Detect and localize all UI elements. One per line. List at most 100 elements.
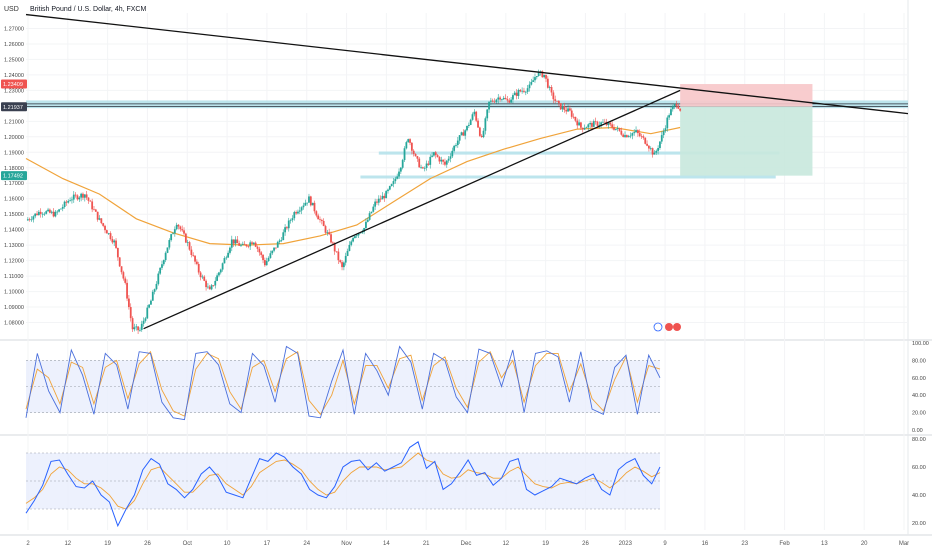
candle-body	[422, 167, 424, 169]
candle-body	[105, 230, 108, 234]
candle-body	[607, 122, 610, 126]
candle-body	[45, 211, 48, 214]
candle-body	[240, 244, 242, 246]
y-tick-label: 1.08000	[4, 321, 24, 327]
candle-body	[227, 252, 230, 258]
x-tick-label: 2023	[619, 541, 633, 547]
candle-body	[653, 152, 656, 155]
candle-body	[184, 233, 187, 243]
candle-body	[355, 235, 358, 237]
candle-body	[559, 103, 562, 110]
candle-body	[251, 242, 253, 245]
candle-body	[596, 121, 599, 126]
x-tick-label: Dec	[461, 541, 472, 547]
x-tick-label: 9	[663, 541, 667, 547]
candle-body	[398, 171, 400, 177]
candle-body	[350, 241, 353, 245]
position-target-zone[interactable]	[680, 106, 813, 176]
y-tick-label: 1.26000	[4, 42, 24, 48]
candle-body	[194, 255, 196, 262]
candle-body	[611, 124, 614, 128]
candle-body	[427, 163, 430, 165]
flag-icon[interactable]	[665, 323, 673, 331]
candle-body	[603, 121, 606, 123]
candle-body	[162, 260, 165, 265]
candle-body	[640, 135, 643, 137]
candle-body	[199, 272, 202, 278]
rsi-y-tick: 20.00	[912, 521, 926, 527]
x-tick-label: Mar	[899, 541, 909, 547]
x-tick-label: Feb	[779, 541, 790, 547]
candle-body	[374, 201, 377, 207]
x-tick-label: Oct	[183, 541, 193, 547]
candle-body	[482, 130, 485, 138]
x-tick-label: 16	[702, 541, 709, 547]
candle-body	[589, 123, 592, 125]
candle-body	[78, 197, 81, 200]
candle-body	[326, 232, 329, 233]
candle-body	[208, 286, 211, 290]
candle-body	[625, 135, 628, 138]
candle-body	[377, 198, 380, 203]
candle-body	[341, 262, 343, 268]
candle-body	[649, 148, 652, 149]
candle-body	[513, 92, 516, 96]
candle-body	[346, 250, 349, 256]
x-tick-label: 26	[144, 541, 151, 547]
candle-body	[526, 88, 529, 92]
y-tick-label: 1.11000	[4, 274, 23, 280]
flag-icon[interactable]	[673, 323, 681, 331]
candle-body	[499, 97, 501, 100]
candle-body	[392, 181, 395, 185]
candle-body	[616, 128, 619, 129]
candle-body	[576, 120, 579, 126]
descending-resistance-trendline[interactable]	[25, 13, 909, 115]
candle-body	[515, 92, 518, 96]
candle-body	[142, 320, 145, 324]
candle-body	[677, 105, 680, 109]
candle-body	[232, 239, 235, 244]
candle-body	[478, 127, 481, 136]
candle-body	[324, 226, 327, 233]
candle-body	[205, 280, 207, 288]
candle-body	[144, 318, 147, 321]
candle-body	[488, 101, 490, 110]
candle-body	[484, 118, 487, 131]
y-tick-label: 1.21000	[4, 119, 24, 125]
candle-body	[587, 124, 590, 128]
candle-body	[252, 242, 255, 245]
candle-body	[140, 323, 143, 330]
candle-body	[467, 124, 470, 126]
target-price-badge-text: 1.17492	[3, 174, 23, 180]
support-zone-1[interactable]	[378, 151, 780, 155]
candle-body	[122, 272, 125, 279]
candle-body	[98, 218, 101, 220]
candle-body	[440, 159, 443, 162]
resistance-zone[interactable]	[26, 100, 908, 109]
candle-body	[648, 145, 650, 149]
candle-body	[495, 99, 498, 103]
event-icon[interactable]	[653, 322, 663, 332]
candle-body	[569, 108, 571, 111]
y-tick-label: 1.18000	[4, 166, 24, 172]
candle-body	[218, 272, 220, 276]
candle-body	[546, 78, 549, 88]
candle-body	[528, 84, 531, 89]
candle-body	[67, 200, 70, 203]
candle-body	[47, 209, 49, 212]
support-zone-2[interactable]	[360, 175, 776, 179]
candle-body	[622, 134, 625, 137]
candle-body	[188, 242, 191, 250]
candle-body	[254, 242, 257, 247]
candle-body	[161, 264, 163, 268]
candle-body	[519, 89, 522, 92]
candle-body	[195, 261, 198, 264]
ascending-support-trendline[interactable]	[143, 89, 681, 330]
candle-body	[56, 211, 59, 213]
candle-body	[532, 80, 535, 82]
candle-body	[100, 218, 103, 224]
candle-body	[328, 232, 331, 235]
candle-body	[319, 219, 321, 220]
candle-body	[535, 75, 538, 78]
